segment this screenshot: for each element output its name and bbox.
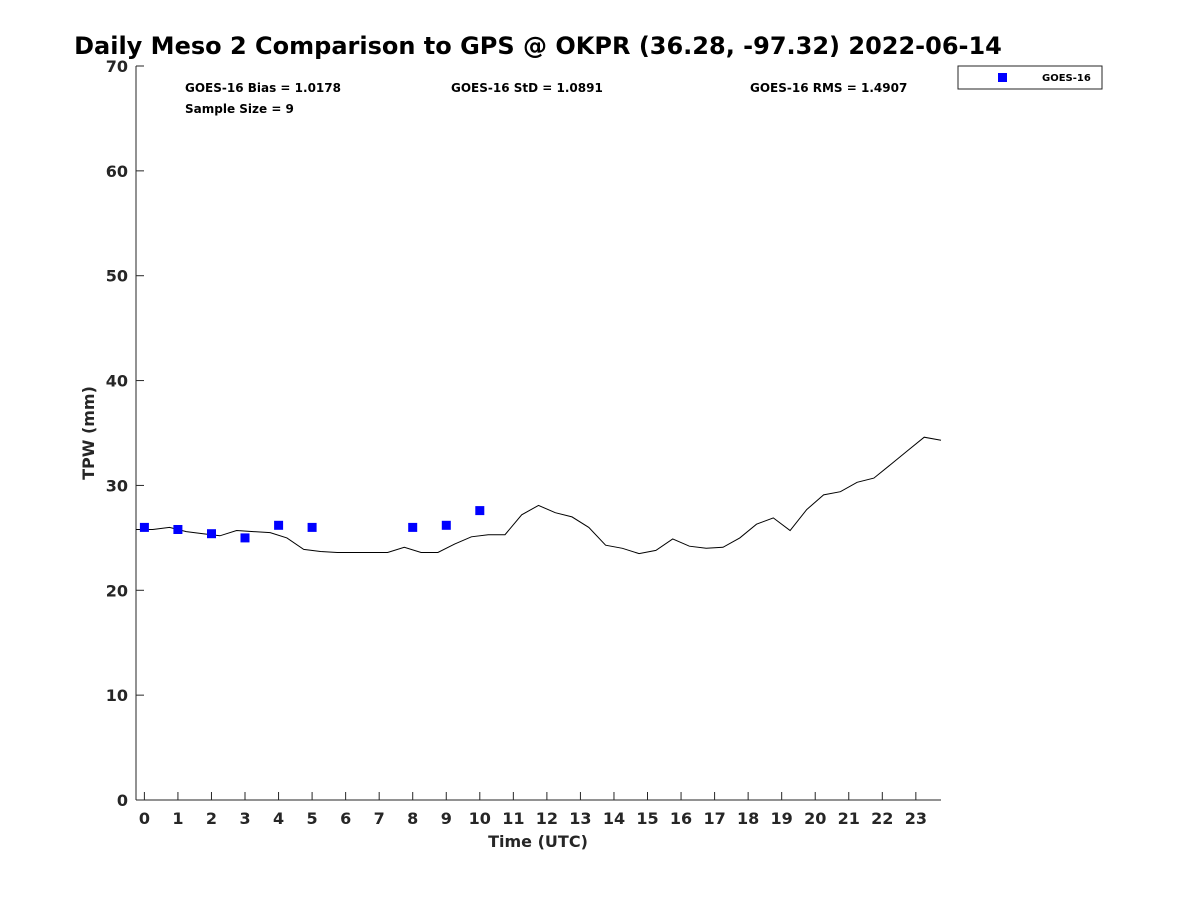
x-tick-label: 17 <box>703 809 725 828</box>
x-tick-label: 16 <box>670 809 692 828</box>
goes16-point <box>408 522 418 532</box>
y-tick-label: 20 <box>106 581 128 600</box>
x-tick-label: 23 <box>905 809 927 828</box>
legend: GOES-16 <box>957 65 1103 90</box>
x-tick-label: 4 <box>273 809 284 828</box>
x-tick-label: 13 <box>569 809 591 828</box>
goes16-point <box>274 520 284 530</box>
x-tick-label: 19 <box>771 809 793 828</box>
gps-tpw-line <box>136 436 942 555</box>
y-tick-label: 10 <box>106 686 128 705</box>
goes16-point <box>207 529 216 539</box>
x-tick-label: 14 <box>603 809 625 828</box>
x-axis-label: Time (UTC) <box>488 832 588 851</box>
x-tick-label: 22 <box>871 809 893 828</box>
x-tick-label: 12 <box>536 809 558 828</box>
y-tick-label: 0 <box>117 791 128 810</box>
x-tick-label: 8 <box>407 809 418 828</box>
legend-marker-goes16 <box>998 73 1007 82</box>
y-tick-label: 50 <box>106 267 128 286</box>
x-tick-label: 18 <box>737 809 759 828</box>
y-tick-label: 40 <box>106 372 128 391</box>
bias-stat: GOES-16 Bias = 1.0178 <box>185 81 341 95</box>
y-ticks: 0 10 20 30 40 50 60 70 <box>106 57 144 810</box>
x-ticks: 0 1 2 3 4 5 6 7 8 9 10 11 12 13 14 15 16 17 18 19 20 21 22 23 <box>139 792 927 828</box>
y-tick-label: 60 <box>106 162 128 181</box>
goes16-point <box>240 533 250 543</box>
x-tick-label: 0 <box>139 809 150 828</box>
legend-label-goes16: GOES-16 <box>1042 73 1091 84</box>
goes16-point <box>173 525 183 534</box>
x-tick-label: 7 <box>374 809 385 828</box>
x-tick-label: 11 <box>502 809 524 828</box>
goes16-points <box>139 506 485 543</box>
x-tick-label: 6 <box>340 809 351 828</box>
x-tick-label: 21 <box>838 809 860 828</box>
legend-box <box>957 65 1103 90</box>
chart-title: Daily Meso 2 Comparison to GPS @ OKPR (3… <box>74 32 1002 60</box>
rms-stat: GOES-16 RMS = 1.4907 <box>750 81 907 95</box>
y-tick-label: 70 <box>106 57 128 76</box>
goes16-point <box>475 506 485 516</box>
y-tick-label: 30 <box>106 476 128 495</box>
x-tick-label: 5 <box>307 809 318 828</box>
goes16-point <box>441 520 451 530</box>
x-tick-label: 10 <box>469 809 491 828</box>
x-tick-label: 9 <box>441 809 452 828</box>
x-tick-label: 20 <box>804 809 826 828</box>
std-stat: GOES-16 StD = 1.0891 <box>451 81 603 95</box>
sample-size-stat: Sample Size = 9 <box>185 102 294 116</box>
x-tick-label: 15 <box>636 809 658 828</box>
goes16-point <box>307 522 317 532</box>
x-tick-label: 3 <box>239 809 250 828</box>
y-axis-label: TPW (mm) <box>79 386 98 480</box>
x-tick-label: 1 <box>172 809 183 828</box>
goes16-point <box>139 522 149 532</box>
x-tick-label: 2 <box>206 809 217 828</box>
